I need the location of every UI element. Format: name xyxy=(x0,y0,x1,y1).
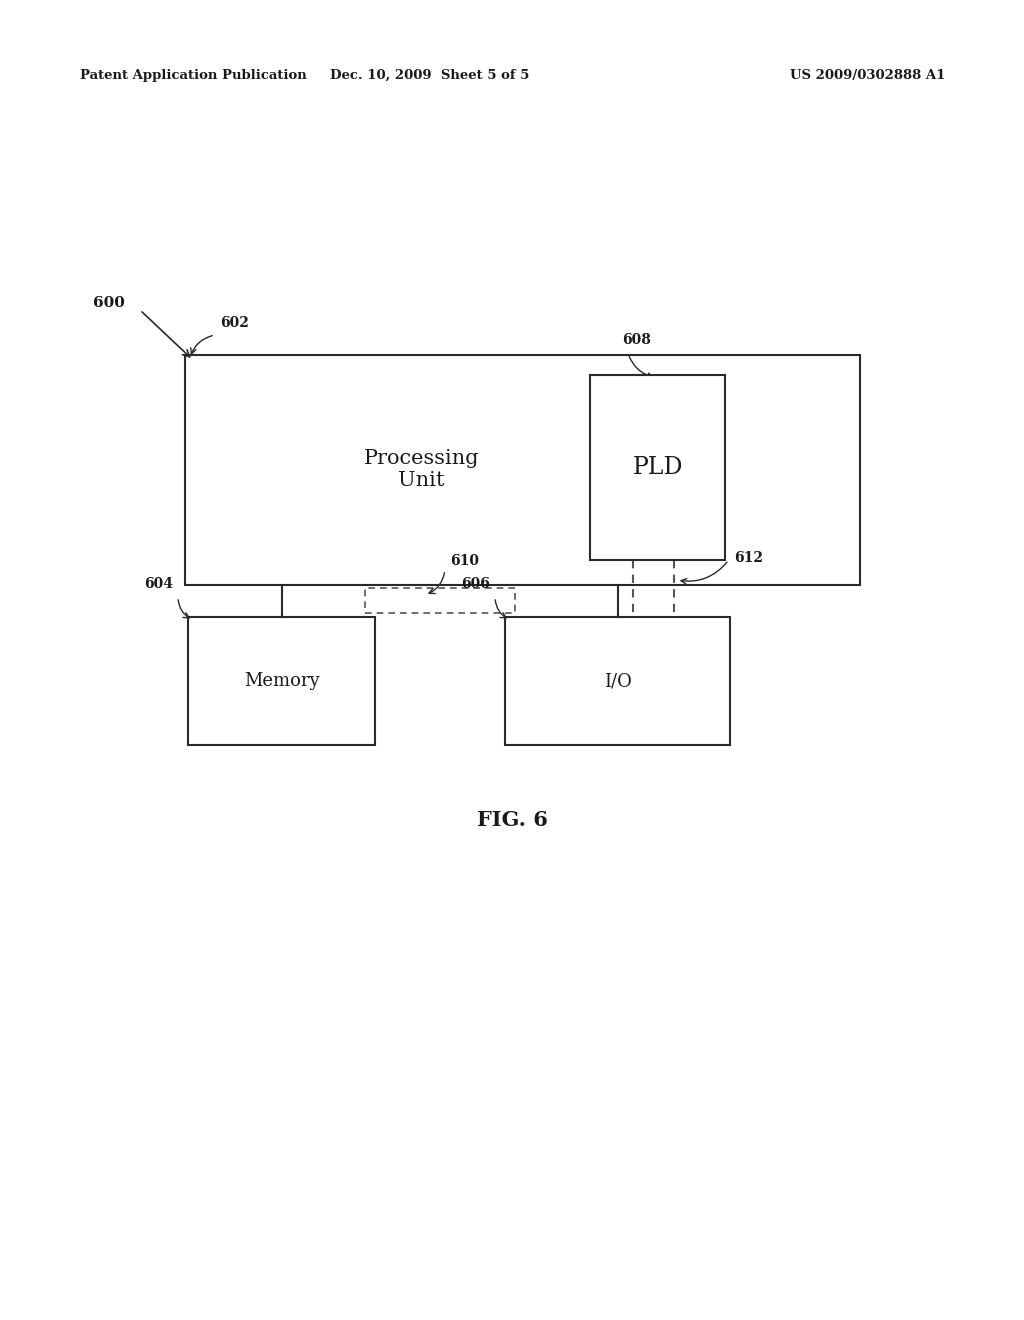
Text: US 2009/0302888 A1: US 2009/0302888 A1 xyxy=(790,69,945,82)
Bar xyxy=(185,355,860,585)
Bar xyxy=(505,616,730,744)
Bar xyxy=(365,587,515,612)
Text: Memory: Memory xyxy=(244,672,319,690)
Text: 608: 608 xyxy=(623,333,651,347)
Bar xyxy=(590,375,725,560)
Text: 604: 604 xyxy=(144,577,173,591)
Text: 610: 610 xyxy=(450,554,479,568)
Text: 606: 606 xyxy=(461,577,490,591)
Text: Patent Application Publication: Patent Application Publication xyxy=(80,69,307,82)
Text: Dec. 10, 2009  Sheet 5 of 5: Dec. 10, 2009 Sheet 5 of 5 xyxy=(331,69,529,82)
Text: 612: 612 xyxy=(734,550,763,565)
Text: PLD: PLD xyxy=(632,455,683,479)
Text: Processing
Unit: Processing Unit xyxy=(364,450,479,491)
Text: FIG. 6: FIG. 6 xyxy=(476,810,548,830)
Text: I/O: I/O xyxy=(603,672,632,690)
Bar xyxy=(188,616,375,744)
Text: 602: 602 xyxy=(220,315,249,330)
Text: 600: 600 xyxy=(93,296,125,310)
